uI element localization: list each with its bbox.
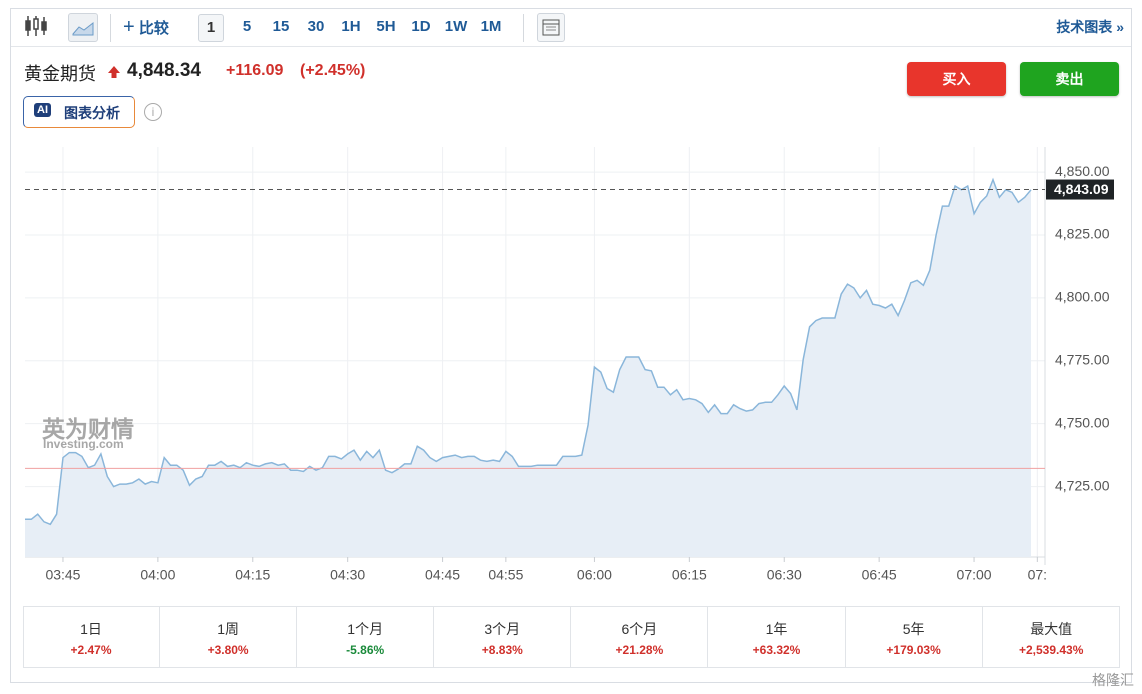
separator bbox=[110, 14, 111, 42]
performance-cell[interactable]: 1个月 -5.86% bbox=[297, 607, 435, 667]
x-tick-label: 04:45 bbox=[425, 567, 460, 583]
x-tick-label: 04:00 bbox=[140, 567, 175, 583]
x-tick-label: 06:45 bbox=[862, 567, 897, 583]
x-tick-label: 03:45 bbox=[45, 567, 80, 583]
instrument-name: 黄金期货 bbox=[24, 64, 96, 84]
change-pct: (+2.45%) bbox=[300, 62, 366, 79]
price-line bbox=[25, 177, 1032, 526]
tech-chart-link[interactable]: 技术图表 » bbox=[1056, 19, 1124, 35]
x-tick-label: 04:55 bbox=[488, 567, 523, 583]
performance-cell[interactable]: 5年 +179.03% bbox=[846, 607, 983, 667]
period-label: 5年 bbox=[902, 621, 925, 637]
x-tick-label: 07: bbox=[1028, 567, 1047, 583]
ai-analysis-button[interactable]: AI 图表分析 bbox=[23, 96, 135, 128]
interval-button[interactable]: 1H bbox=[341, 18, 361, 35]
period-label: 最大值 bbox=[1030, 621, 1073, 637]
period-label: 1周 bbox=[217, 621, 239, 637]
plus-icon: + bbox=[123, 16, 135, 38]
interval-button[interactable]: 1M bbox=[480, 18, 502, 35]
ai-label: 图表分析 bbox=[64, 105, 120, 121]
interval-button[interactable]: 5H bbox=[376, 18, 396, 35]
performance-cell[interactable]: 1日 +2.47% bbox=[23, 607, 160, 667]
period-label: 6个月 bbox=[621, 621, 658, 637]
x-tick-label: 06:00 bbox=[577, 567, 612, 583]
info-icon[interactable]: i bbox=[143, 102, 163, 122]
layout-glyph bbox=[542, 19, 560, 36]
y-tick-label: 4,825.00 bbox=[1055, 226, 1110, 242]
period-label: 1日 bbox=[80, 621, 102, 637]
compare-button[interactable]: + 比较 bbox=[123, 14, 169, 40]
y-tick-label: 4,800.00 bbox=[1055, 289, 1110, 305]
change: +116.09 bbox=[226, 62, 284, 79]
widget-frame bbox=[10, 8, 1132, 683]
area-fill bbox=[25, 179, 1031, 557]
y-tick-label: 4,725.00 bbox=[1055, 477, 1110, 493]
interval-button[interactable]: 30 bbox=[307, 18, 325, 35]
period-change: +8.83% bbox=[481, 643, 523, 657]
x-tick-label: 06:15 bbox=[672, 567, 707, 583]
separator bbox=[523, 14, 524, 42]
compare-label: 比较 bbox=[138, 20, 169, 37]
period-change: +21.28% bbox=[615, 643, 664, 657]
watermark-site: Investing.com bbox=[43, 437, 124, 451]
performance-cell[interactable]: 最大值 +2,539.43% bbox=[983, 607, 1120, 667]
x-tick-label: 04:30 bbox=[330, 567, 365, 583]
area-icon[interactable] bbox=[68, 13, 98, 42]
performance-cell[interactable]: 3个月 +8.83% bbox=[434, 607, 572, 667]
y-tick-label: 4,850.00 bbox=[1055, 163, 1110, 179]
period-label: 3个月 bbox=[484, 621, 521, 637]
period-change: +2,539.43% bbox=[1018, 643, 1084, 657]
interval-button[interactable]: 1 bbox=[198, 14, 224, 42]
price: 4,848.34 bbox=[127, 60, 201, 81]
period-change: +2.47% bbox=[70, 643, 112, 657]
y-tick-label: 4,775.00 bbox=[1055, 352, 1110, 368]
svg-text:i: i bbox=[152, 105, 155, 119]
candle-icon[interactable] bbox=[24, 14, 48, 38]
watermark-brand: 英为财情 bbox=[42, 416, 134, 442]
last-price-tag bbox=[1046, 179, 1114, 200]
period-change: +3.80% bbox=[207, 643, 249, 657]
toolbar bbox=[11, 9, 1131, 47]
period-label: 1年 bbox=[765, 621, 788, 637]
area-glyph bbox=[72, 21, 94, 36]
x-tick-label: 07:00 bbox=[957, 567, 992, 583]
last-price-label: 4,843.09 bbox=[1054, 181, 1109, 197]
up-arrow bbox=[108, 66, 120, 78]
buy-button[interactable]: 买入 bbox=[907, 62, 1006, 96]
period-change: -5.86% bbox=[346, 643, 385, 657]
interval-button[interactable]: 1D bbox=[411, 18, 431, 35]
ai-badge: AI bbox=[34, 103, 51, 117]
interval-button[interactable]: 1W bbox=[444, 18, 468, 35]
sell-button[interactable]: 卖出 bbox=[1020, 62, 1119, 96]
x-tick-label: 06:30 bbox=[767, 567, 802, 583]
period-label: 1个月 bbox=[347, 621, 384, 637]
interval-button[interactable]: 15 bbox=[272, 18, 290, 35]
x-tick-label: 04:15 bbox=[235, 567, 270, 583]
period-change: +179.03% bbox=[886, 643, 941, 657]
interval-button[interactable]: 5 bbox=[242, 18, 252, 35]
performance-cell[interactable]: 6个月 +21.28% bbox=[571, 607, 709, 667]
period-change: +63.32% bbox=[752, 643, 801, 657]
layout-icon[interactable] bbox=[537, 13, 565, 42]
y-tick-label: 4,750.00 bbox=[1055, 414, 1110, 430]
corner-logo: 格隆汇 bbox=[1092, 672, 1134, 688]
performance-table bbox=[23, 606, 1120, 668]
chart: 4,725.00 4,750.00 4,775.00 4,800.00 4,825.00… bbox=[25, 147, 1114, 583]
performance-cell[interactable]: 1周 +3.80% bbox=[160, 607, 298, 667]
performance-cell[interactable]: 1年 +63.32% bbox=[709, 607, 846, 667]
